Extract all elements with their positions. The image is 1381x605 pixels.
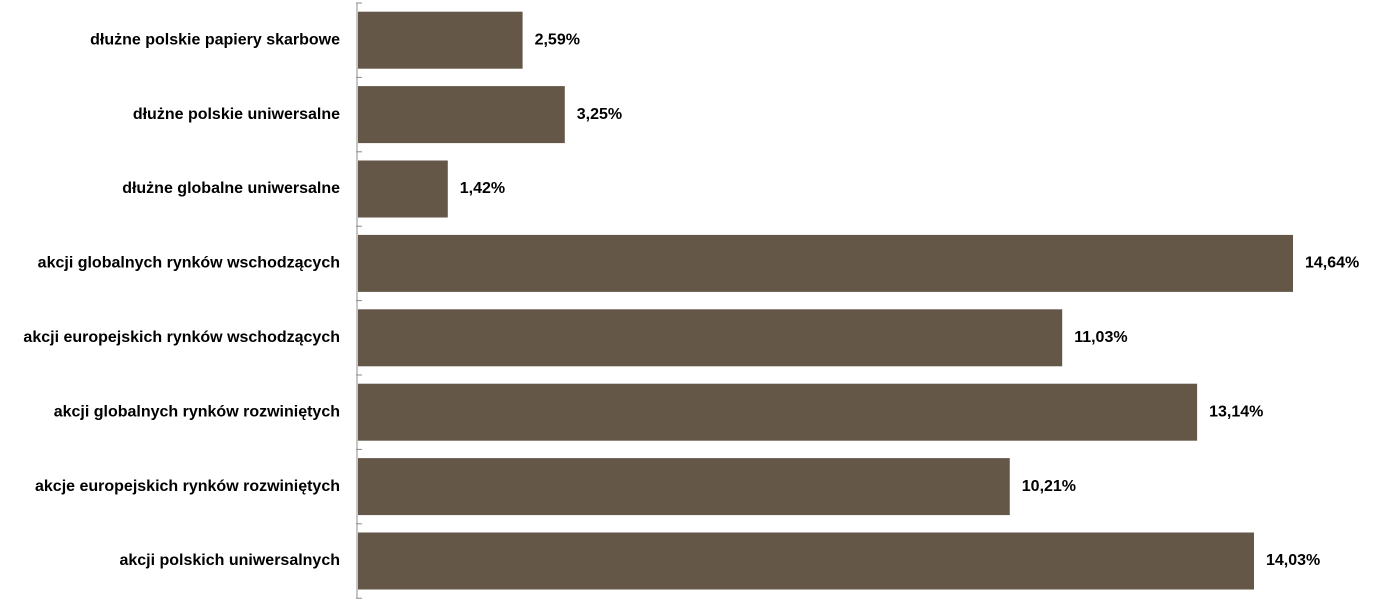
value-labels: 2,59% 3,25% 1,42% 14,64% 11,03% 13,14% 10,21% 1… [460,31,1359,569]
category-label: akcji globalnych rynków wschodzących [38,255,340,272]
bar [358,86,565,144]
bar [358,11,523,69]
bar [358,160,448,218]
value-label: 14,64% [1305,255,1359,272]
category-label: dłużne polskie uniwersalne [133,106,340,123]
bar [358,532,1254,590]
category-labels: dłużne polskie papiery skarbowe dłużne po… [23,31,340,569]
value-label: 10,21% [1022,478,1076,495]
category-label: dłużne polskie papiery skarbowe [90,31,340,48]
category-label: akcji europejskich rynków wschodzących [23,329,340,346]
value-label: 11,03% [1074,329,1127,346]
category-axis [356,2,362,599]
bar [358,458,1010,516]
category-label: akcji globalnych rynków rozwiniętych [54,403,340,420]
value-label: 1,42% [460,180,505,197]
value-label: 2,59% [535,31,580,48]
category-label: akcje europejskich rynków rozwiniętych [35,478,340,495]
bar [358,234,1293,292]
category-label: dłużne globalne uniwersalne [122,180,340,197]
value-label: 3,25% [577,106,622,123]
bar [358,383,1198,441]
bar [358,309,1063,367]
bars-layer [358,11,1293,590]
category-label: akcji polskich uniwersalnych [119,552,340,569]
value-label: 13,14% [1209,403,1263,420]
value-label: 14,03% [1266,552,1320,569]
